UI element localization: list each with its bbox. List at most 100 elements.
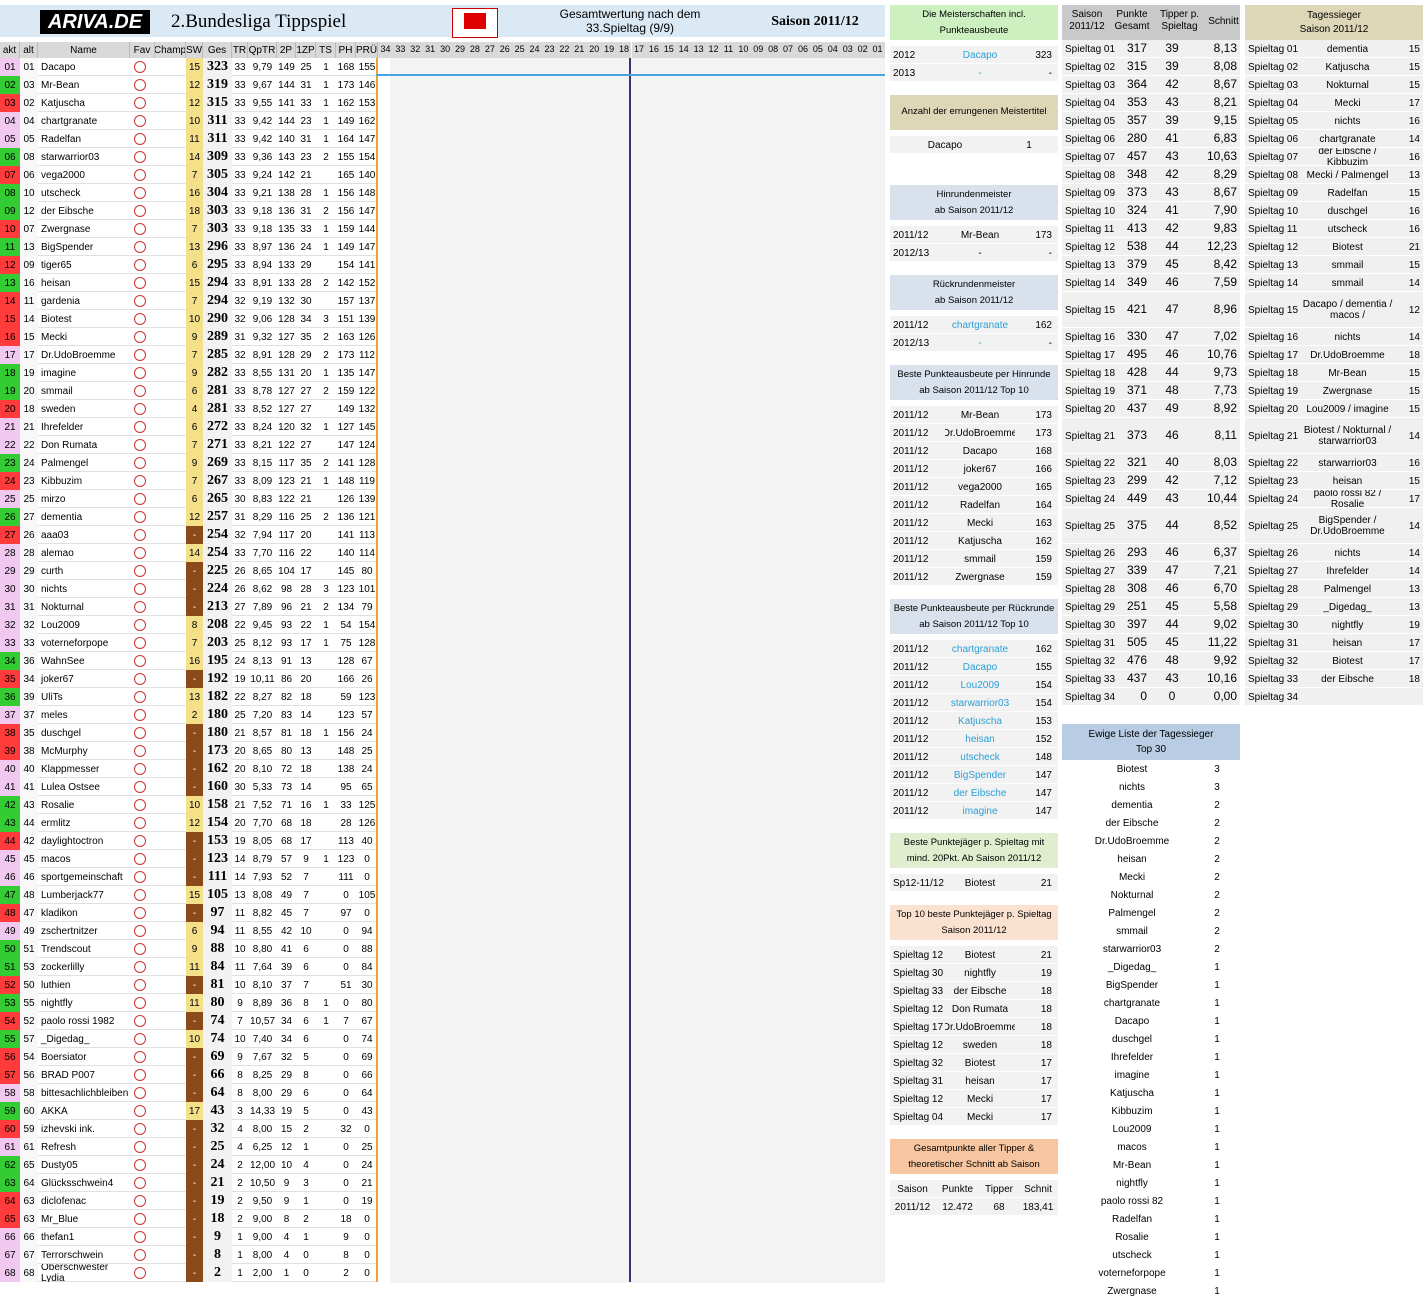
league-logo [452,8,498,38]
cell: 27 [300,403,312,415]
cell: 104 [278,565,295,577]
cell: 9,42 [252,133,273,145]
panel-cell: Spieltag 04 [893,1111,944,1123]
streak: - [186,976,203,994]
cell: 8,79 [252,853,273,865]
total: 257 [203,508,232,526]
cell: 138 [278,187,295,199]
winner-points: 17 [1408,493,1420,505]
panel-row-bg [890,658,1058,676]
season-head: Saison [1071,8,1103,20]
season-average: 8,67 [1213,185,1237,200]
season-head: Punkte [1116,8,1148,20]
cell: 7 [343,1015,349,1027]
rank: 18 [0,364,20,382]
cell: 1 [323,115,329,127]
cell: 7 [237,1015,243,1027]
winner-name: nightfly [1331,619,1364,631]
cell: 27 [234,601,246,613]
panel-cell: 2011/12 [893,661,929,673]
rank: 38 [0,724,20,742]
matchday-header: 10 [735,42,751,58]
eternal-name: duschgel [1111,1033,1153,1045]
winner-points: 17 [1408,97,1420,109]
eternal-count: 1 [1214,1087,1220,1099]
season-tippers: 39 [1165,41,1179,56]
panel-cell: 1 [1026,139,1032,151]
player-name: sweden [41,403,76,415]
panel-cell: 2011/12 [893,787,929,799]
cell: 141 [278,97,295,109]
panel-cell: 2011/12 [893,517,929,529]
cell: 8,97 [252,241,273,253]
total: 296 [203,238,232,256]
winner-name: Ihrefelder [1326,565,1369,577]
column-header: TS [316,42,336,58]
panel-cell: Dr.UdoBroemme [945,427,1015,439]
season-average: 8,08 [1213,59,1237,74]
winner-row-bg [1245,580,1423,598]
previous-rank: 02 [20,94,38,112]
panel-cell: Zwergnase [955,571,1005,583]
previous-rank: 09 [20,256,38,274]
cell: 1 [303,1231,309,1243]
season-points: 428 [1126,365,1147,380]
cell: 8,78 [252,385,273,397]
eternal-count: 1 [1214,1033,1220,1045]
panel-title: Anzahl der errungenen Meistertitel [901,105,1047,117]
cell: 2 [303,1213,309,1225]
season-points: 339 [1126,563,1147,578]
panel-cell: 21 [1040,949,1052,961]
total: 94 [203,922,232,940]
season-tippers: 43 [1165,185,1179,200]
eternal-count: 3 [1214,763,1220,775]
rank: 19 [0,382,20,400]
season-row-bg [1062,202,1240,220]
rank: 14 [0,292,20,310]
player-name: paolo rossi 1982 [41,1015,115,1027]
rank: 43 [0,814,20,832]
streak: 6 [186,256,203,274]
panel-row-bg [890,982,1058,1000]
cell: 10,11 [250,673,275,685]
cell: 0 [343,1177,349,1189]
eternal-count: 1 [1214,1267,1220,1279]
streak: 10 [186,310,203,328]
winner-row-bg [1245,562,1423,580]
previous-rank: 38 [20,742,38,760]
panel-cell: 18 [1040,985,1052,997]
cell: 116 [278,547,295,559]
panel-title-bg [890,599,1058,634]
previous-rank: 46 [20,868,38,886]
player-name: diclofenac [41,1195,87,1207]
winner-points: 15 [1408,403,1420,415]
cell: 69 [361,1051,373,1063]
cell: 9 [283,1195,290,1207]
previous-rank: 16 [20,274,38,292]
cell: 141 [358,259,376,271]
cell: 33 [234,457,246,469]
previous-rank: 48 [20,886,38,904]
cell: 0 [364,1231,370,1243]
rank: 45 [0,850,20,868]
previous-rank: 21 [20,418,38,436]
cell: 2 [237,1213,243,1225]
previous-rank: 43 [20,796,38,814]
cell: 8,62 [252,583,273,595]
streak: - [186,580,203,598]
cell: 8 [303,1069,309,1081]
cell: 2 [343,1267,349,1279]
cell: 59 [340,691,352,703]
panel-row-bg [890,784,1058,802]
fav-icon [134,979,146,991]
panel-cell: 2011/12 [893,733,929,745]
cell: 33 [234,115,246,127]
cell: 162 [337,97,355,109]
eternal-count: 2 [1214,799,1220,811]
cell: 33 [234,223,246,235]
winner-points: 14 [1408,277,1420,289]
winners-title: Saison 2011/12 [1299,23,1369,35]
cell: 0 [364,1267,370,1279]
cell: 1 [323,853,329,865]
column-header: PRÜ [356,42,378,58]
